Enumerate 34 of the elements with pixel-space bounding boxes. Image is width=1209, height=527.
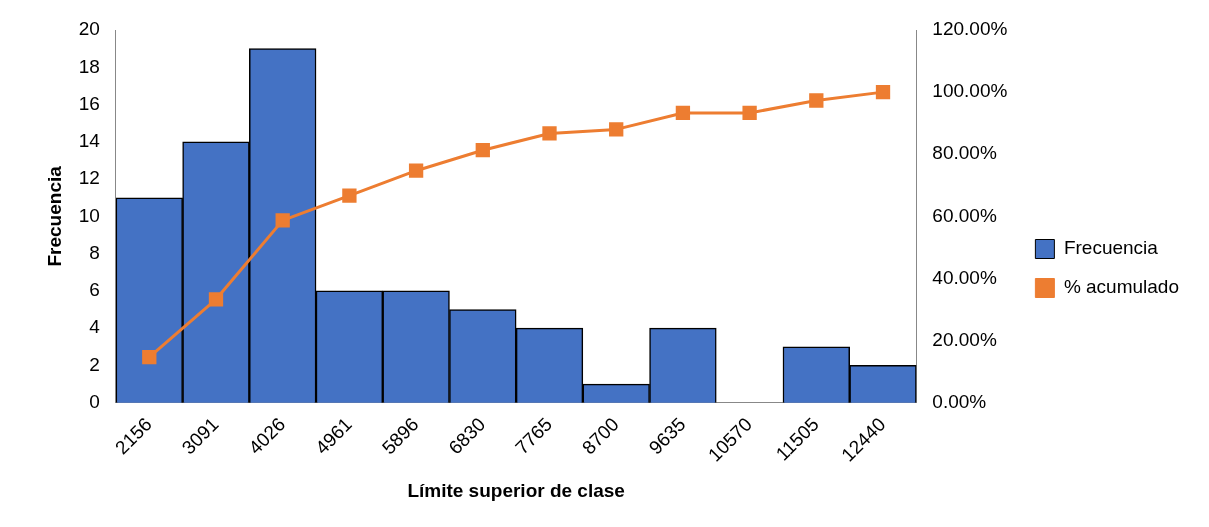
point [142, 349, 157, 365]
y-tick-label: 16 [78, 92, 100, 114]
y-tick-label: 14 [78, 130, 101, 152]
y2-tick-label: 0.00% [932, 390, 987, 412]
y-tick-label: 12 [78, 167, 100, 189]
y2-tick-label: 100.00% [932, 80, 1008, 102]
point [542, 126, 557, 141]
point [208, 292, 224, 307]
point [875, 84, 891, 100]
y-tick-label: 0 [89, 390, 100, 412]
y-tick-label: 10 [78, 204, 100, 226]
x-axis-title: Límite superior de clase [407, 479, 625, 501]
point [675, 105, 691, 121]
y2-tick-label: 20.00% [932, 328, 997, 350]
y-tick-label: 8 [89, 241, 100, 263]
point [742, 105, 757, 121]
y-tick-label: 6 [89, 279, 100, 301]
point [475, 143, 490, 158]
point [809, 93, 824, 108]
y-tick-label: 4 [89, 316, 101, 338]
y2-tick-label: 40.00% [932, 266, 997, 288]
legend-label: % acumulado [1063, 276, 1179, 298]
y-axis-title: Frecuencia [43, 165, 65, 267]
point [342, 188, 357, 203]
y2-tick-label: 60.00% [932, 204, 997, 226]
y2-tick-label: 120.00% [932, 18, 1008, 40]
point [408, 163, 424, 178]
y-tick-label: 18 [78, 55, 100, 77]
point [609, 122, 624, 137]
y-tick-label: 2 [89, 353, 100, 375]
y-tick-label: 20 [78, 18, 100, 40]
point [275, 213, 290, 228]
legend-label: Frecuencia [1063, 237, 1159, 259]
y2-tick-label: 80.00% [932, 142, 997, 164]
